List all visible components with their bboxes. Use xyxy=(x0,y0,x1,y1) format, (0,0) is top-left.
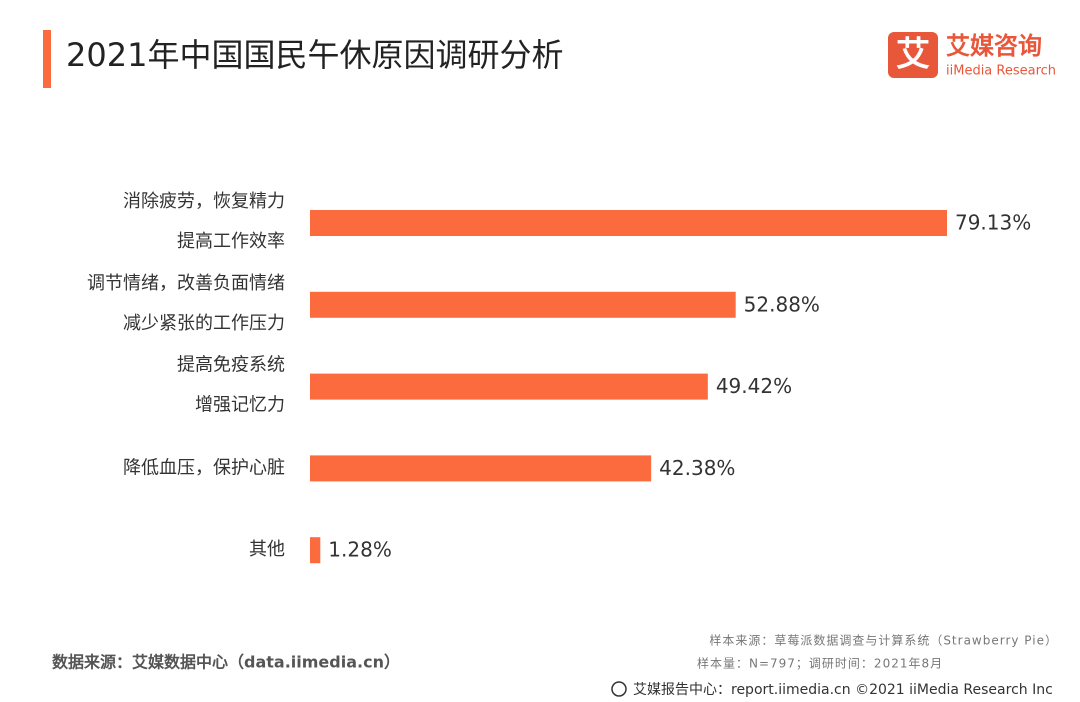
category-label: 增强记忆力 xyxy=(195,395,285,416)
category-label: 减少紧张的工作压力 xyxy=(123,313,285,334)
bar xyxy=(310,210,947,236)
logo-sub: iiMedia Research xyxy=(946,64,1056,79)
source: 数据来源：艾媒数据中心（data.iimedia.cn） xyxy=(52,653,400,672)
category-label: 提高免疫系统 xyxy=(177,355,285,376)
report: 艾媒报告中心：report.iimedia.cn ©2021 iiMedia R… xyxy=(633,682,1053,698)
value-label: 49.42% xyxy=(716,374,792,398)
sample-size: 样本量：N=797；调研时间：2021年8月 xyxy=(697,656,943,671)
category-label: 降低血压，保护心脏 xyxy=(123,457,285,478)
value-label: 79.13% xyxy=(955,211,1031,235)
value-label: 1.28% xyxy=(328,538,392,562)
logo-name: 艾媒咨询 xyxy=(946,32,1042,60)
bar xyxy=(310,537,321,564)
category-label: 调节情绪，改善负面情绪 xyxy=(87,273,285,294)
category-label: 其他 xyxy=(249,539,285,560)
sample-source: 样本来源：草莓派数据调查与计算系统（Strawberry Pie） xyxy=(709,633,1058,648)
value-label: 42.38% xyxy=(659,456,735,480)
bar xyxy=(310,373,708,400)
bar xyxy=(310,455,652,482)
chart-title: 2021年中国国民午休原因调研分析 xyxy=(66,36,563,74)
globe-icon xyxy=(611,681,627,697)
logo-box xyxy=(888,32,938,78)
logo-icon: 艾 xyxy=(896,35,930,75)
bar xyxy=(310,291,736,318)
category-label: 消除疲劳，恢复精力 xyxy=(123,191,285,212)
title-accent xyxy=(43,30,51,88)
value-label: 52.88% xyxy=(744,292,820,316)
category-label: 提高工作效率 xyxy=(177,231,285,252)
